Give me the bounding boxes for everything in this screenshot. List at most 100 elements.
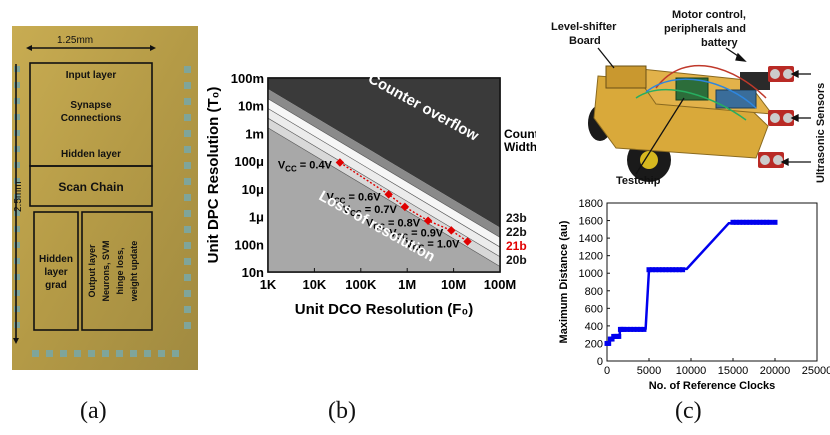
y-tick-label: 10n <box>242 265 264 280</box>
distance-point <box>653 267 659 273</box>
x-tick-label: 10M <box>441 277 466 292</box>
bond-pad <box>184 242 191 249</box>
bond-pad <box>184 66 191 73</box>
vcc-label: VCC = 0.4V <box>278 160 333 174</box>
vcc-label: VCC = 0.8V <box>366 218 421 232</box>
distance-point <box>631 326 637 332</box>
bond-pad <box>184 82 191 89</box>
vcc-label: VCC = 0.9V <box>389 227 444 241</box>
distance-point <box>680 267 686 273</box>
distance-point <box>740 219 746 225</box>
output-layer-line3: hinge loss, <box>115 247 125 294</box>
y-tick-label: 1200 <box>579 251 603 263</box>
distance-point <box>606 340 612 346</box>
x-axis-label: Unit DCO Resolution (F₀) <box>295 301 473 318</box>
height-dimension-label: 2.5mm <box>13 181 24 212</box>
counter-width-label: 21b <box>506 239 527 253</box>
bond-pad <box>14 322 20 328</box>
y-tick-label: 0 <box>597 356 603 368</box>
x-tick-label: 100K <box>345 277 377 292</box>
hidden-grad-line1: Hidden <box>39 254 73 265</box>
distance-point <box>663 267 669 273</box>
ultrasonic-label: Ultrasonic Sensors <box>815 83 827 183</box>
bond-pad <box>184 194 191 201</box>
motor-label-line3: battery <box>701 37 739 49</box>
y-tick-label: 100n <box>234 237 264 252</box>
robot-photo: Level-shifter Board Motor control, perip… <box>536 8 830 194</box>
counter-width-title: Width <box>504 140 536 154</box>
bond-pad <box>14 66 20 72</box>
bond-pad <box>46 350 53 357</box>
vcc-point <box>335 158 345 167</box>
bond-pad <box>14 258 20 264</box>
bond-pad <box>14 114 20 120</box>
y-tick-label: 10μ <box>242 182 264 197</box>
level-shifter-label-line2: Board <box>569 35 601 47</box>
counter-width-label: 23b <box>506 211 527 225</box>
vcc-point <box>463 237 472 246</box>
input-layer-label: Input layer <box>66 70 117 81</box>
bond-pad <box>184 258 191 265</box>
y-tick-label: 600 <box>585 303 603 315</box>
distance-point <box>659 267 665 273</box>
distance-point <box>616 333 622 339</box>
bond-pad <box>184 162 191 169</box>
bond-pad <box>14 210 20 216</box>
motor-label-line1: Motor control, <box>672 9 746 21</box>
vcc-label: VCC = 0.7V <box>343 204 398 218</box>
bond-pad <box>14 178 20 184</box>
chip-micrograph: 1.25mm 2.5mm Input layer Synapse Connect… <box>12 26 198 370</box>
y-tick-label: 800 <box>585 286 603 298</box>
hidden-grad-line3: grad <box>45 280 67 291</box>
plot-area <box>606 202 818 362</box>
distance-point <box>737 219 743 225</box>
distance-point <box>747 219 753 225</box>
distance-point <box>628 326 634 332</box>
distance-point <box>750 219 756 225</box>
vcc-point <box>447 226 456 235</box>
vcc-label: VCC = 1.0V <box>405 239 460 253</box>
level-shifter-board <box>605 65 647 89</box>
distance-point <box>646 267 652 273</box>
vcc-point <box>400 202 410 212</box>
x-tick-label: 0 <box>604 365 610 377</box>
distance-point <box>676 267 682 273</box>
distance-point <box>754 219 760 225</box>
distance-point <box>656 267 662 273</box>
x-tick-label: 20000 <box>760 365 791 377</box>
distance-point <box>764 219 770 225</box>
bond-pad <box>184 114 191 121</box>
chart-regions <box>267 77 501 273</box>
y-tick-label: 1μ <box>249 210 264 225</box>
caption-b: (b) <box>328 398 356 424</box>
counter-width-line <box>267 98 501 238</box>
bond-pad <box>158 350 165 357</box>
y-tick-label: 10m <box>238 99 264 114</box>
bond-pads <box>14 66 191 357</box>
x-tick-label: 5000 <box>637 365 661 377</box>
x-tick-label: 100M <box>484 277 517 292</box>
x-tick-label: 15000 <box>718 365 749 377</box>
motor-label-line2: peripherals and <box>664 23 746 35</box>
bond-pad <box>184 98 191 105</box>
distance-point <box>743 219 749 225</box>
bond-pad <box>144 350 151 357</box>
x-tick-label: 1M <box>398 277 416 292</box>
vcc-point <box>423 216 433 225</box>
bond-pad <box>74 350 81 357</box>
distance-point <box>649 267 655 273</box>
distance-chart: 0 5000 10000 15000 20000 25000 0 200 400 600 800 10… <box>558 198 830 392</box>
bond-pad <box>14 130 20 136</box>
x-tick-label: 1K <box>260 277 277 292</box>
caption-c: (c) <box>675 398 702 424</box>
bond-pad <box>102 350 109 357</box>
hidden-grad-outline <box>33 211 79 331</box>
bond-pad <box>172 350 179 357</box>
y-tick-label: 400 <box>585 321 603 333</box>
distance-point <box>757 219 763 225</box>
distance-point <box>730 219 736 225</box>
bond-pad <box>32 350 39 357</box>
bond-pad <box>184 274 191 281</box>
